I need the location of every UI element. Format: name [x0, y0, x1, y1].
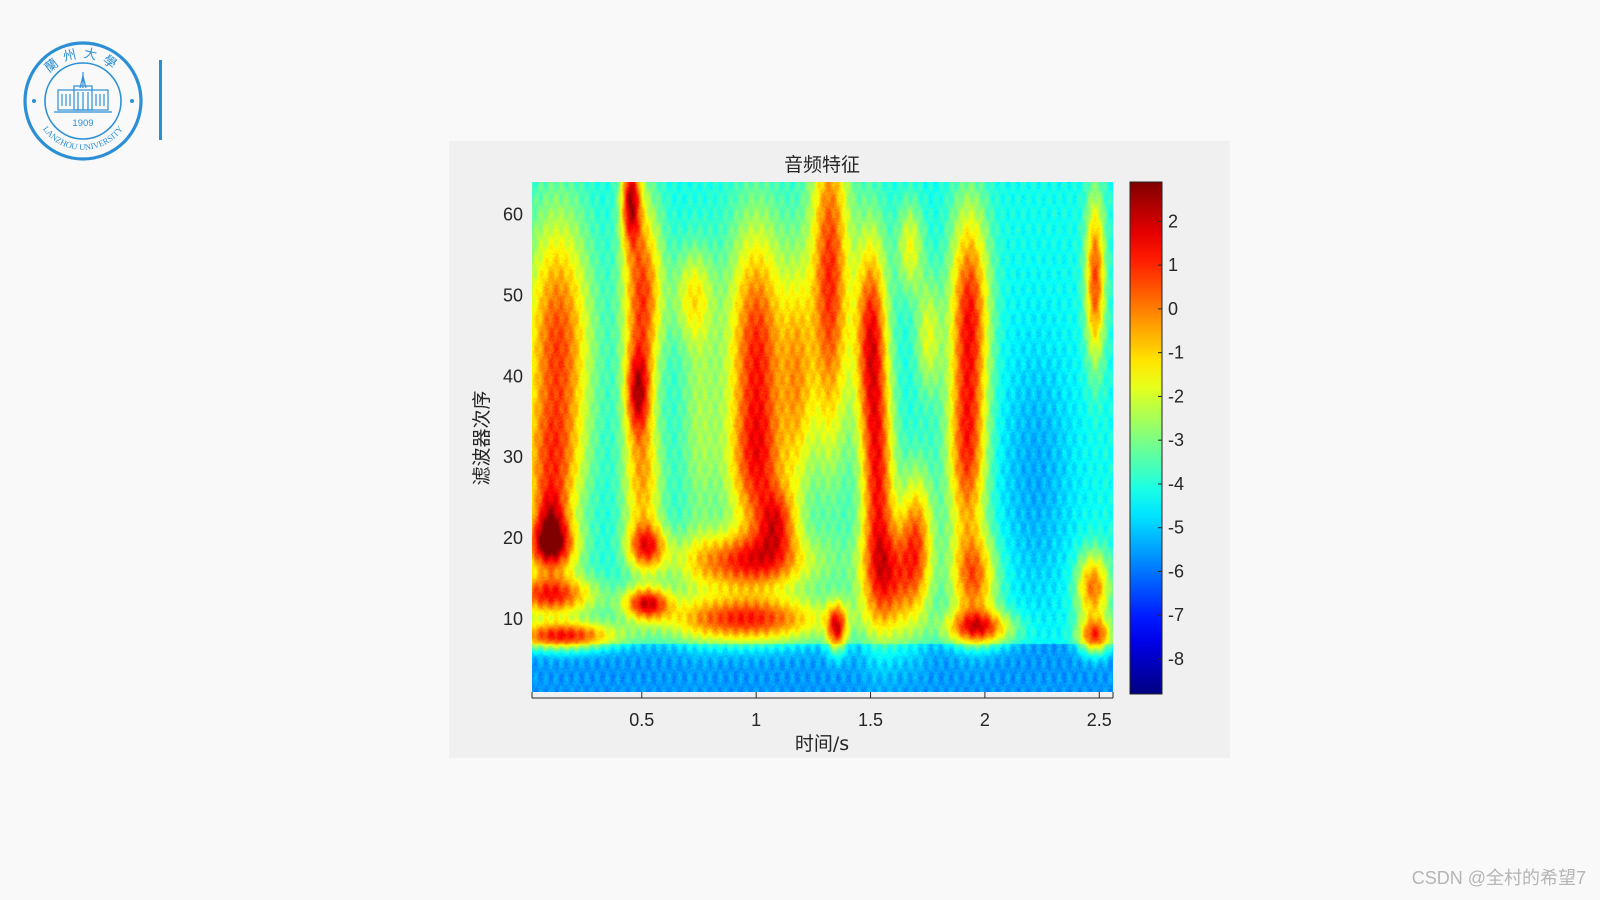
- y-tick-label: 30: [503, 447, 523, 467]
- heatmap-image: [532, 182, 1113, 692]
- colorbar-tick-label: -3: [1168, 430, 1184, 450]
- y-tick-label: 10: [503, 609, 523, 629]
- building-icon: [54, 72, 112, 113]
- colorbar-tick-label: -6: [1168, 561, 1184, 581]
- x-tick-label: 2: [980, 710, 990, 730]
- colorbar-tick-label: -4: [1168, 474, 1184, 494]
- y-tick-label: 60: [503, 204, 523, 224]
- colorbar-ticks: 2 1 0 -1 -2 -3 -4 -5 -6 -7 -8: [1158, 211, 1184, 669]
- colorbar-tick-label: -7: [1168, 605, 1184, 625]
- colorbar: [1129, 181, 1163, 695]
- y-tick-label: 20: [503, 528, 523, 548]
- x-tick-label: 1: [751, 710, 761, 730]
- chart-title: 音频特征: [784, 154, 860, 176]
- colorbar-tick-label: -8: [1168, 649, 1184, 669]
- x-tick-label: 0.5: [629, 710, 654, 730]
- y-axis-label: 滤波器次序: [471, 390, 493, 485]
- university-logo: 蘭州大學 LANZHOU UNIVERSITY 1909: [23, 41, 143, 161]
- colorbar-tick-label: 1: [1168, 255, 1178, 275]
- colorbar-tick-label: -2: [1168, 386, 1184, 406]
- colorbar-tick-label: -5: [1168, 518, 1184, 538]
- logo-year: 1909: [72, 118, 93, 129]
- x-tick-label: 1.5: [858, 710, 883, 730]
- x-tick-label: 2.5: [1087, 710, 1112, 730]
- x-axis-label: 时间/s: [795, 733, 849, 755]
- figure-panel: 音频特征 0.5 1 1.5 2 2.5 10 20 30 40 50 60 时间/s 滤波器次序 …: [449, 141, 1230, 758]
- colorbar-tick-label: -1: [1168, 343, 1184, 363]
- y-tick-label: 50: [503, 285, 523, 305]
- colorbar-tick-label: 0: [1168, 299, 1178, 319]
- watermark: CSDN @全村的希望7: [1411, 868, 1586, 888]
- axes: 0.5 1 1.5 2 2.5 10 20 30 40 50 60: [503, 204, 1114, 730]
- colorbar-tick-label: 2: [1168, 211, 1178, 231]
- logo-divider: [159, 60, 162, 140]
- y-tick-label: 40: [503, 366, 523, 386]
